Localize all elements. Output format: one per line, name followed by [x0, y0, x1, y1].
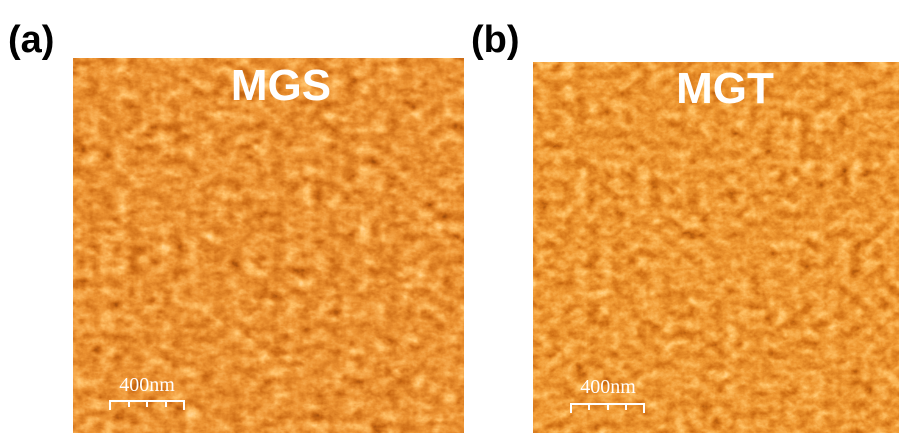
scale-bar-label: 400nm — [119, 374, 175, 396]
sample-title: MGS — [231, 61, 331, 110]
panel-label: (b) — [471, 19, 520, 61]
panel-label: (a) — [8, 19, 54, 61]
figure: (a) MGS 400nm (b) MGT 400nm — [0, 0, 901, 433]
panel-a: (a) MGS 400nm — [8, 19, 464, 433]
panel-b: (b) MGT 400nm — [471, 19, 899, 433]
sample-title: MGT — [676, 64, 774, 113]
scale-bar-label: 400nm — [580, 376, 636, 398]
